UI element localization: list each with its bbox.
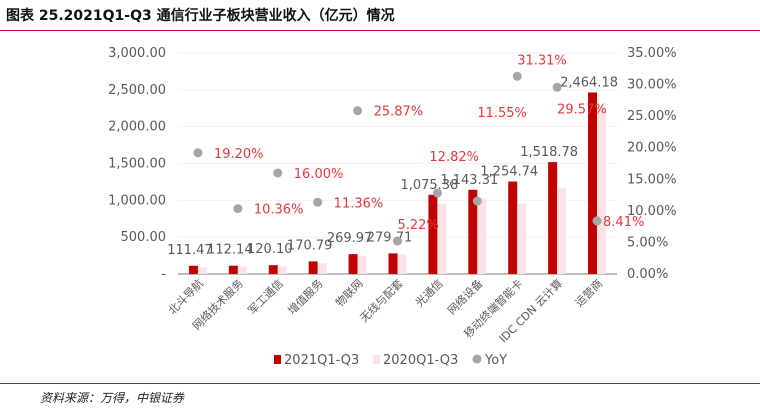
bar-value-label: 269.97 (327, 231, 373, 246)
bar-2020 (477, 198, 487, 274)
x-tick-label: 无线与配套 (357, 276, 406, 325)
bar-2020 (397, 254, 407, 274)
x-tick-label: 运营商 (572, 276, 605, 309)
yoy-value-label: 16.00% (294, 167, 344, 182)
yoy-marker (592, 216, 602, 226)
yoy-value-label: 25.87% (374, 105, 424, 120)
left-axis-tick-label: 500.00 (121, 230, 167, 245)
yoy-value-label: 11.55% (477, 106, 527, 121)
legend-swatch-2020 (373, 355, 380, 364)
left-axis-tick-label: - (161, 267, 166, 282)
x-tick-label: 增值服务 (285, 276, 326, 317)
left-axis-tick-label: 1,000.00 (108, 193, 166, 208)
yoy-marker (393, 236, 402, 246)
bar-value-label: 112.14 (207, 243, 253, 258)
yoy-marker (552, 82, 562, 92)
right-axis-tick-label: 20.00% (627, 141, 677, 156)
left-axis-tick-label: 2,000.00 (108, 120, 166, 135)
left-axis-tick-label: 2,500.00 (108, 83, 166, 98)
right-axis-tick-label: 15.00% (627, 172, 677, 187)
yoy-marker (353, 106, 363, 116)
bar-2020 (517, 203, 527, 274)
left-axis-tick-label: 3,000.00 (108, 46, 166, 61)
yoy-value-label: 31.31% (517, 53, 567, 68)
legend-label-2020: 2020Q1-Q3 (383, 353, 458, 368)
figure-title: 图表 25.2021Q1-Q3 通信行业子板块营业收入（亿元）情况 (6, 8, 395, 24)
bar-2021 (428, 194, 438, 274)
bar-2021 (388, 253, 398, 274)
title-bar: 图表 25.2021Q1-Q3 通信行业子板块营业收入（亿元）情况 (0, 0, 760, 31)
revenue-yoy-chart: - 500.00 1,000.00 1,500.00 2,000.00 2,500.00 3… (108, 46, 677, 368)
yoy-value-label: 8.41% (603, 215, 644, 230)
yoy-marker (512, 71, 522, 81)
bar-2020 (437, 203, 447, 274)
bar-value-label: 111.47 (167, 243, 213, 258)
yoy-marker (273, 168, 283, 178)
x-tick-label: 光通信 (412, 276, 445, 309)
right-axis-tick-label: 35.00% (627, 46, 677, 61)
legend-label-yoy: YoY (484, 353, 507, 368)
legend-label-2021: 2021Q1-Q3 (284, 353, 359, 368)
left-axis-tick-label: 1,500.00 (108, 157, 166, 172)
bar-2021 (308, 261, 318, 274)
yoy-value-label: 19.20% (214, 147, 264, 162)
yoy-value-label: 5.22% (398, 218, 439, 233)
bar-2020 (197, 267, 207, 274)
bar-2020 (277, 266, 287, 274)
bar-value-label: 170.79 (287, 238, 333, 253)
bar-value-label: 120.10 (247, 242, 293, 257)
yoy-value-label: 11.36% (334, 196, 384, 211)
legend-marker-yoy (472, 354, 482, 364)
bar-2021 (588, 92, 598, 274)
footer-divider (0, 383, 760, 384)
yoy-marker (472, 196, 482, 206)
legend-swatch-2021 (274, 355, 281, 364)
bar-value-label: 1,518.78 (520, 145, 578, 160)
bar-2020 (557, 187, 567, 274)
bar-2021 (268, 265, 278, 274)
yoy-marker (233, 204, 243, 214)
x-tick-label: 物联网 (332, 276, 365, 309)
bar-2021 (508, 181, 518, 274)
bar-2021 (228, 265, 238, 274)
right-axis-tick-label: 25.00% (627, 109, 677, 124)
bar-2021 (348, 254, 358, 274)
right-axis-tick-label: 5.00% (627, 235, 668, 250)
bar-2021 (468, 189, 478, 274)
yoy-marker (313, 197, 323, 207)
bar-2020 (237, 266, 247, 274)
yoy-value-label: 29.57% (557, 102, 607, 117)
yoy-value-label: 12.82% (429, 150, 479, 165)
yoy-marker (432, 188, 442, 198)
right-axis-tick-label: 30.00% (627, 78, 677, 93)
bar-2020 (357, 256, 367, 274)
bar-2021 (188, 265, 198, 274)
bar-value-label: 2,464.18 (560, 75, 618, 90)
bar-value-label: 1,254.74 (480, 165, 538, 180)
bar-value-label: 1,075.38 (400, 178, 458, 193)
yoy-value-label: 10.36% (254, 203, 304, 218)
right-axis-tick-label: 10.00% (627, 204, 677, 219)
bar-2020 (317, 263, 327, 274)
bar-2020 (597, 106, 607, 274)
right-axis-tick-label: 0.00% (627, 267, 668, 282)
x-tick-label: 网络设备 (444, 276, 485, 317)
bar-2021 (548, 162, 558, 274)
x-tick-label: 军工通信 (246, 277, 286, 317)
x-tick-label: 北斗导航 (165, 276, 206, 317)
yoy-marker (193, 148, 203, 158)
bar-value-label: 1,143.31 (440, 173, 498, 188)
source-note: 资料来源：万得，中银证券 (40, 391, 185, 405)
